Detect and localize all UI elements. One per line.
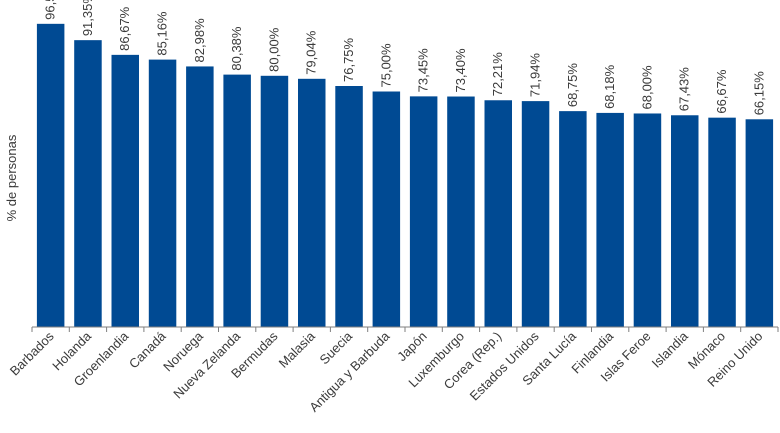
value-label-3: 85,16% [155, 11, 170, 56]
value-labels-group: 96,55% 91,35% 86,67% 85,16% 82,98% 80,38% 80,0… [43, 0, 767, 115]
bar-12 [484, 100, 512, 327]
value-label-16: 68,00% [639, 65, 654, 110]
bar-3 [148, 59, 177, 327]
bar-5 [223, 74, 251, 327]
value-label-12: 72,21% [490, 52, 505, 97]
value-label-1: 91,35% [80, 0, 95, 36]
value-label-9: 75,00% [378, 43, 393, 88]
value-label-0: 96,55% [43, 0, 58, 20]
bar-14 [559, 111, 587, 328]
bars-group [36, 23, 774, 328]
bar-11 [447, 96, 475, 328]
bar-2 [111, 54, 139, 328]
y-axis-label: % de personas [4, 134, 19, 221]
value-label-19: 66,15% [751, 71, 766, 116]
category-label-7: Malasia [276, 328, 319, 371]
category-labels-group: BarbadosHolandaGroenlandiaCanadáNoruegaN… [7, 328, 766, 415]
bar-0 [36, 23, 65, 328]
bar-10 [409, 96, 438, 328]
value-label-10: 73,45% [416, 48, 431, 93]
bar-9 [372, 91, 401, 327]
value-label-13: 71,94% [528, 53, 543, 98]
category-label-0: Barbados [7, 328, 57, 378]
value-label-2: 86,67% [117, 6, 132, 51]
bar-7 [298, 78, 326, 327]
bar-13 [521, 101, 550, 327]
x-axis-ticks [31, 327, 779, 332]
bar-4 [186, 66, 214, 327]
value-label-15: 68,18% [602, 64, 617, 109]
value-label-6: 80,00% [266, 27, 281, 72]
value-label-5: 80,38% [229, 26, 244, 71]
value-label-11: 73,40% [453, 48, 468, 93]
value-label-7: 79,04% [304, 30, 319, 75]
value-label-18: 66,67% [714, 69, 729, 114]
bar-18 [708, 117, 736, 327]
category-label-17: Islandia [649, 328, 692, 371]
bar-19 [745, 119, 774, 327]
value-label-14: 68,75% [565, 63, 580, 108]
value-label-4: 82,98% [192, 18, 207, 63]
bar-6 [260, 75, 289, 327]
bar-16 [633, 113, 662, 327]
bar-15 [596, 112, 624, 327]
bar-8 [335, 86, 363, 327]
bar-17 [671, 115, 699, 328]
value-label-17: 67,43% [677, 67, 692, 112]
category-label-10: Japón [394, 329, 430, 365]
bar-1 [74, 40, 102, 327]
value-label-8: 76,75% [341, 37, 356, 82]
